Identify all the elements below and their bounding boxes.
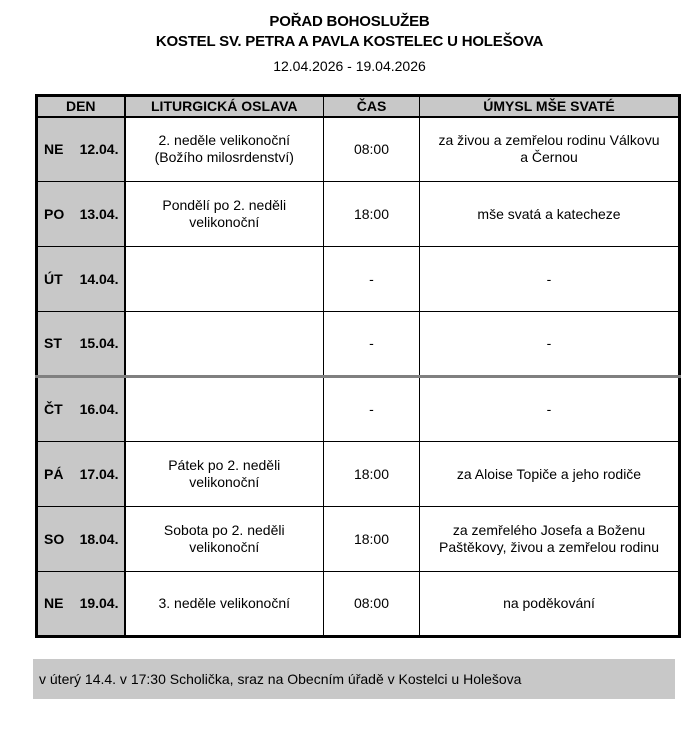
day-cell: NE 12.04.	[36, 116, 126, 182]
date-range: 12.04.2026 - 19.04.2026	[273, 58, 426, 74]
celebration-cell: Pondělí po 2. neděli velikonoční	[124, 181, 324, 247]
column-header-den: DEN	[36, 95, 126, 118]
celebration-cell: Sobota po 2. neděli velikonoční	[124, 506, 324, 572]
intention-cell: -	[419, 246, 680, 312]
day-date: 16.04.	[79, 401, 119, 417]
page-title: POŘAD BOHOSLUŽEB	[269, 13, 430, 30]
schedule-table: DEN LITURGICKÁ OSLAVA ČAS ÚMYSL MŠE SVAT…	[35, 94, 681, 638]
day-abbreviation: NE	[44, 595, 64, 611]
celebration-cell	[124, 246, 324, 312]
day-cell: PÁ 17.04.	[36, 441, 126, 507]
intention-cell: -	[419, 311, 680, 377]
day-date: 14.04.	[79, 270, 119, 287]
time-cell: 18:00	[323, 506, 420, 572]
day-date: 15.04.	[79, 335, 119, 351]
intention-cell: na poděkování	[419, 571, 680, 637]
intention-cell: za Aloise Topiče a jeho rodiče	[419, 441, 680, 507]
column-header-liturgicka-oslava: LITURGICKÁ OSLAVA	[124, 95, 324, 118]
day-label: PO 13.04.	[38, 206, 124, 223]
celebration-cell	[124, 311, 324, 377]
intention-cell: za zemřelého Josefa a Boženu Paštěkovy, …	[419, 506, 680, 572]
intention-cell: -	[419, 375, 680, 442]
day-abbreviation: ST	[44, 335, 62, 351]
day-cell: PO 13.04.	[36, 181, 126, 247]
day-cell: SO 18.04.	[36, 506, 126, 572]
document-header: POŘAD BOHOSLUŽEB KOSTEL SV. PETRA A PAVL…	[0, 0, 699, 75]
time-cell: 18:00	[323, 441, 420, 507]
day-abbreviation: ÚT	[44, 270, 63, 287]
day-date: 18.04.	[79, 530, 119, 547]
intention-cell: za živou a zemřelou rodinu Válkovu a Čer…	[419, 116, 680, 182]
footer-note: v úterý 14.4. v 17:30 Scholička, sraz na…	[33, 659, 675, 699]
time-cell: -	[323, 375, 420, 442]
day-abbreviation: PO	[44, 205, 65, 222]
day-cell: ČT 16.04.	[36, 375, 126, 442]
day-date: 13.04.	[79, 205, 119, 222]
time-cell: 08:00	[323, 116, 420, 182]
celebration-cell: 3. neděle velikonoční	[124, 571, 324, 637]
celebration-cell	[124, 375, 324, 442]
celebration-cell: Pátek po 2. neděli velikonoční	[124, 441, 324, 507]
column-header-cas: ČAS	[323, 95, 420, 118]
time-cell: 18:00	[323, 181, 420, 247]
page-subtitle: KOSTEL SV. PETRA A PAVLA KOSTELEC U HOLE…	[155, 33, 544, 50]
day-label: ÚT 14.04.	[38, 271, 124, 288]
day-date: 17.04.	[79, 465, 119, 482]
day-cell: ST 15.04.	[36, 311, 126, 377]
day-label: PÁ 17.04.	[38, 466, 124, 483]
day-abbreviation: SO	[44, 530, 65, 547]
column-header-umysl: ÚMYSL MŠE SVATÉ	[419, 95, 680, 118]
day-cell: ÚT 14.04.	[36, 246, 126, 312]
table-row: PÁ 17.04. Pátek po 2. neděli velikonoční…	[36, 441, 680, 507]
time-cell: 08:00	[323, 571, 420, 637]
time-cell: -	[323, 311, 420, 377]
day-abbreviation: ČT	[44, 401, 63, 417]
celebration-cell: 2. neděle velikonoční (Božího milosrdens…	[124, 116, 324, 182]
time-cell: -	[323, 246, 420, 312]
table-row: ÚT 14.04. - -	[36, 246, 680, 312]
table-row: NE 19.04. 3. neděle velikonoční 08:00 na…	[36, 571, 680, 637]
day-label: NE 12.04.	[38, 141, 124, 158]
table-row: SO 18.04. Sobota po 2. neděli velikonočn…	[36, 506, 680, 572]
day-label: ST 15.04.	[38, 335, 124, 352]
table-row: NE 12.04. 2. neděle velikonoční (Božího …	[36, 116, 680, 182]
day-date: 12.04.	[79, 140, 119, 157]
day-label: ČT 16.04.	[38, 401, 124, 418]
table-row: PO 13.04. Pondělí po 2. neděli velikonoč…	[36, 181, 680, 247]
intention-cell: mše svatá a katecheze	[419, 181, 680, 247]
day-cell: NE 19.04.	[36, 571, 126, 637]
table-row: ST 15.04. - -	[36, 311, 680, 377]
day-abbreviation: NE	[44, 140, 64, 157]
table-row: ČT 16.04. - -	[36, 375, 680, 442]
day-abbreviation: PÁ	[44, 465, 64, 482]
day-date: 19.04.	[79, 595, 119, 611]
day-label: NE 19.04.	[38, 595, 124, 612]
table-header-row: DEN LITURGICKÁ OSLAVA ČAS ÚMYSL MŠE SVAT…	[36, 95, 680, 118]
day-label: SO 18.04.	[38, 531, 124, 548]
